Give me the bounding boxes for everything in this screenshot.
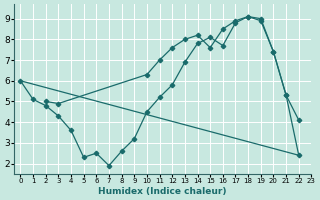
X-axis label: Humidex (Indice chaleur): Humidex (Indice chaleur) bbox=[99, 187, 227, 196]
